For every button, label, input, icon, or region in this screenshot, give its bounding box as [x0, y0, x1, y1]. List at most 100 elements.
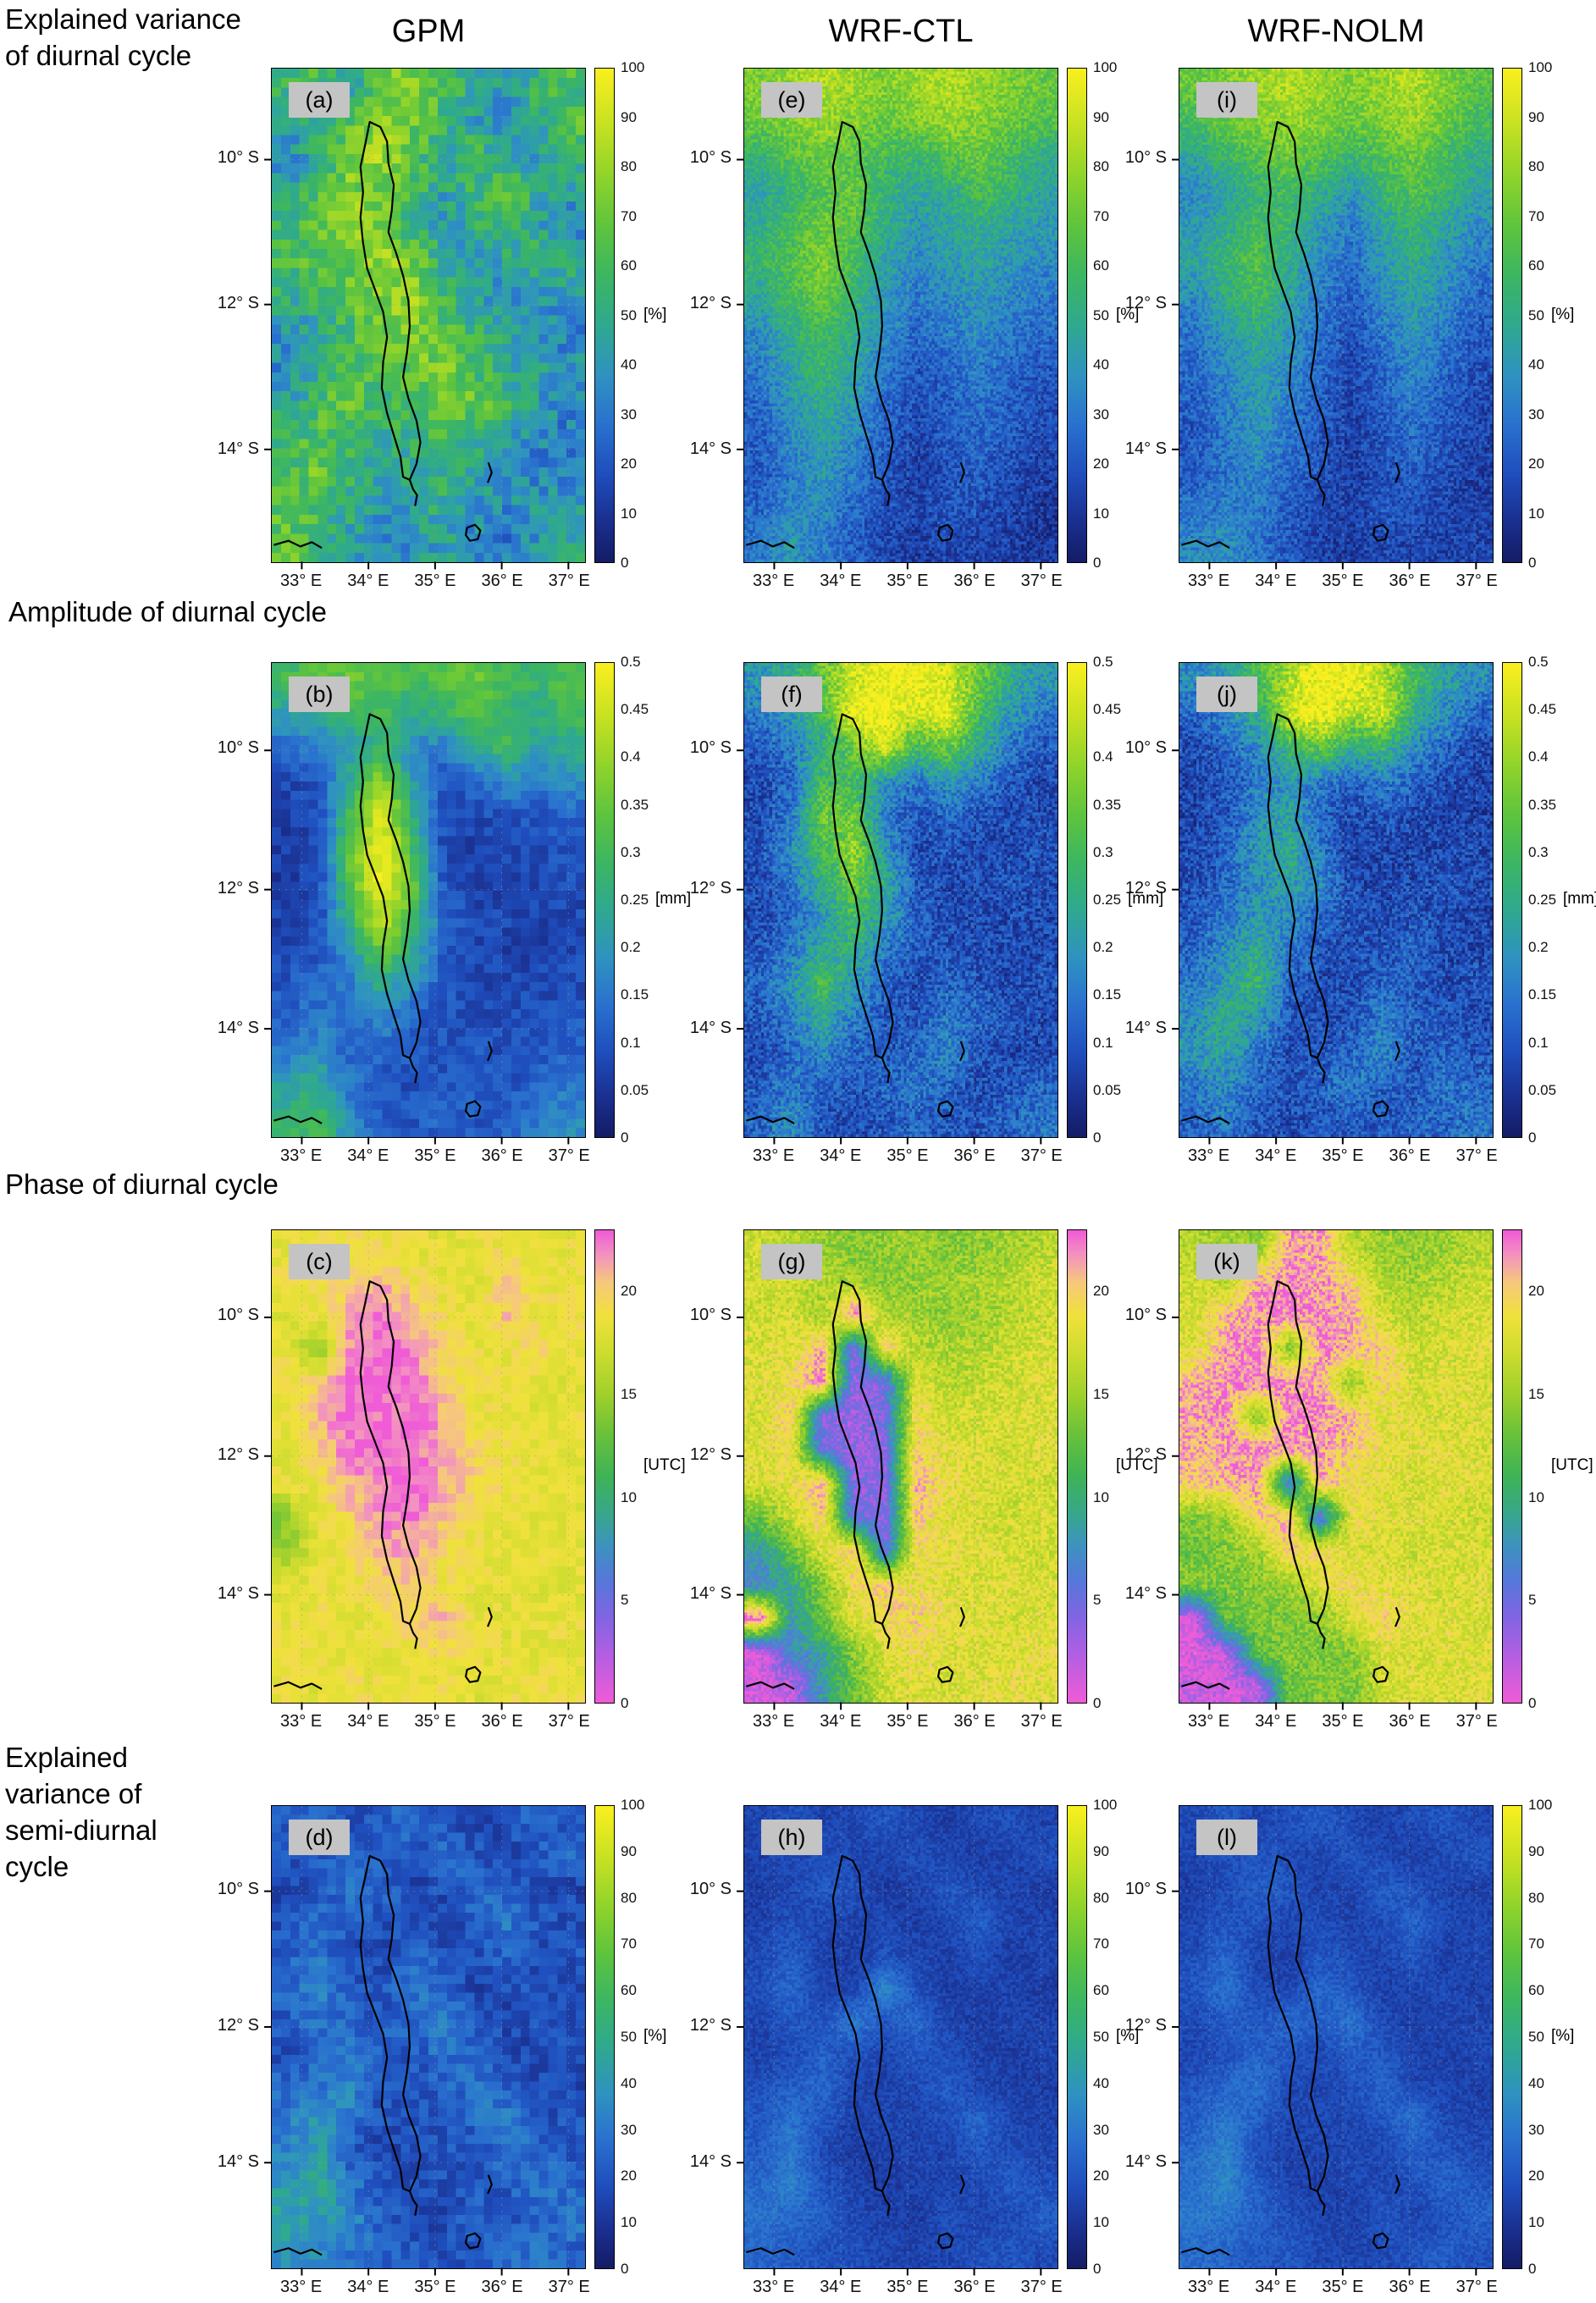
lat-tick-label: 14° S: [1124, 1584, 1167, 1604]
panel-f: (f): [737, 662, 1058, 1145]
coastline-sw-outline: [273, 2247, 323, 2256]
colorbar-tick-label: 0.3: [1093, 843, 1113, 860]
colorbar-tick-label: 20: [1528, 456, 1544, 472]
colorbar-tick-label: 0.1: [621, 1034, 641, 1051]
colorbar-tick-label: 10: [1528, 2214, 1544, 2231]
lat-tick-label: 12° S: [1124, 2015, 1167, 2035]
colorbar-tick-label: 70: [621, 207, 637, 224]
colorbar-tick-label: 90: [621, 108, 637, 125]
colorbar-tick-label: 50: [621, 2029, 637, 2045]
lake-malawi-outline: [831, 713, 894, 1059]
lon-tick-label: 33° E: [1188, 572, 1230, 590]
colorbar-tick-label: 60: [1093, 257, 1109, 273]
map-overlay: [264, 1230, 585, 1710]
colorbar-tick-label: 80: [621, 1889, 637, 1906]
colorbar-tick-label: 0.05: [1093, 1081, 1122, 1098]
panel-j: (j): [1172, 662, 1494, 1145]
colorbar-tick-label: 5: [1528, 1592, 1537, 1609]
coastline-sw-outline: [273, 1681, 323, 1690]
lon-tick-label: 35° E: [414, 572, 456, 590]
colorbar-tick-label: 30: [1528, 2121, 1544, 2138]
lat-tick-label: 12° S: [689, 2015, 732, 2035]
colorbar-unit: [%]: [643, 305, 667, 323]
colorbar-tick-label: 60: [1528, 257, 1544, 273]
lake-chilwa-outline: [464, 1665, 482, 1683]
heatmap-i: [1179, 69, 1493, 562]
colorbar-tick-label: 80: [621, 158, 637, 174]
lon-tick-label: 36° E: [953, 2278, 996, 2296]
colorbar-tick-label: 15: [1528, 1385, 1544, 1402]
colorbar-unit: [%]: [1551, 2027, 1575, 2045]
lake-malawi-outline: [359, 120, 422, 481]
colorbar-unit: [%]: [1116, 305, 1140, 323]
panel-label-j: (j): [1196, 677, 1257, 712]
shire-river-outline: [1316, 1623, 1326, 1649]
colorbar-tick-label: 70: [621, 1936, 637, 1952]
coastline-sw-outline: [273, 1115, 323, 1124]
lat-tick-label: 12° S: [689, 1444, 732, 1464]
panel-e: (e): [737, 68, 1058, 570]
lake-chilwa-outline: [464, 2232, 482, 2250]
colorbar-tick-label: 15: [1093, 1385, 1109, 1402]
column-header-wrf-nolm: WRF-NOLM: [1247, 14, 1425, 49]
heatmap-f: [744, 663, 1058, 1137]
panel-d: (d): [264, 1805, 586, 2276]
lat-tick-label: 10° S: [1124, 147, 1167, 167]
lat-tick-label: 12° S: [1124, 878, 1167, 897]
panel-g: (g): [737, 1229, 1058, 1710]
lon-tick-label: 35° E: [1322, 572, 1364, 590]
colorbar-tick-label: 0.45: [621, 701, 649, 718]
colorbar-tick-label: 90: [1528, 108, 1544, 125]
colorbar-tick-label: 20: [1093, 2168, 1109, 2184]
colorbar-tick-label: 100: [1528, 59, 1553, 75]
panel-i: (i): [1172, 68, 1494, 570]
lon-tick-label: 33° E: [753, 1146, 795, 1165]
panel-h: (h): [737, 1805, 1058, 2276]
heatmap-e: [744, 69, 1058, 562]
shire-river-outline: [1316, 479, 1326, 506]
river-mark-outline: [1394, 2174, 1400, 2195]
lat-tick-label: 10° S: [1124, 1305, 1167, 1324]
coastline-sw-outline: [746, 1681, 795, 1690]
colorbar-tick-label: 20: [621, 456, 637, 472]
lon-tick-label: 35° E: [886, 1146, 929, 1165]
colorbar-gradient: [1068, 1230, 1086, 1703]
lat-tick-label: 14° S: [217, 2152, 259, 2172]
panel-k: (k): [1172, 1229, 1494, 1710]
lon-tick-label: 34° E: [347, 1712, 389, 1731]
panel-b: (b): [264, 662, 586, 1145]
colorbar-tick-label: 0.3: [621, 843, 641, 860]
colorbar-tick-label: 90: [1528, 1842, 1544, 1859]
colorbar-tick-label: 0.2: [621, 939, 641, 956]
colorbar-f: [1067, 662, 1087, 1138]
lake-chilwa-outline: [936, 1100, 954, 1118]
lake-malawi-outline: [1267, 713, 1329, 1059]
lon-tick-label: 33° E: [280, 1712, 323, 1731]
lon-tick-label: 36° E: [481, 1146, 523, 1165]
heatmap-l: [1179, 1806, 1493, 2268]
colorbar-gradient: [1503, 1806, 1521, 2268]
coastline-sw-outline: [1181, 539, 1230, 550]
lake-malawi-outline: [1267, 1280, 1329, 1625]
lon-tick-label: 35° E: [414, 1712, 456, 1731]
lon-tick-label: 37° E: [1020, 1146, 1063, 1165]
colorbar-unit: [UTC]: [1116, 1456, 1158, 1474]
map-overlay: [1172, 1230, 1493, 1710]
lake-chilwa-outline: [1372, 1100, 1389, 1118]
panel-c: (c): [264, 1229, 586, 1710]
lon-tick-label: 37° E: [548, 572, 590, 590]
colorbar-tick-label: 90: [621, 1842, 637, 1859]
lat-tick-label: 12° S: [217, 2015, 259, 2035]
lon-tick-label: 36° E: [953, 1146, 996, 1165]
colorbar-k: [1502, 1229, 1522, 1704]
river-mark-outline: [959, 1606, 965, 1627]
lon-tick-label: 36° E: [953, 572, 996, 590]
colorbar-tick-label: 100: [1093, 1797, 1118, 1813]
lon-tick-label: 36° E: [1389, 2278, 1431, 2296]
lon-tick-label: 33° E: [280, 1146, 323, 1165]
lon-tick-label: 34° E: [1255, 1712, 1297, 1731]
lat-tick-label: 14° S: [1124, 2152, 1167, 2172]
lake-malawi-outline: [1267, 120, 1329, 481]
colorbar-tick-label: 0: [1093, 555, 1102, 571]
coastline-sw-outline: [1181, 1115, 1230, 1124]
